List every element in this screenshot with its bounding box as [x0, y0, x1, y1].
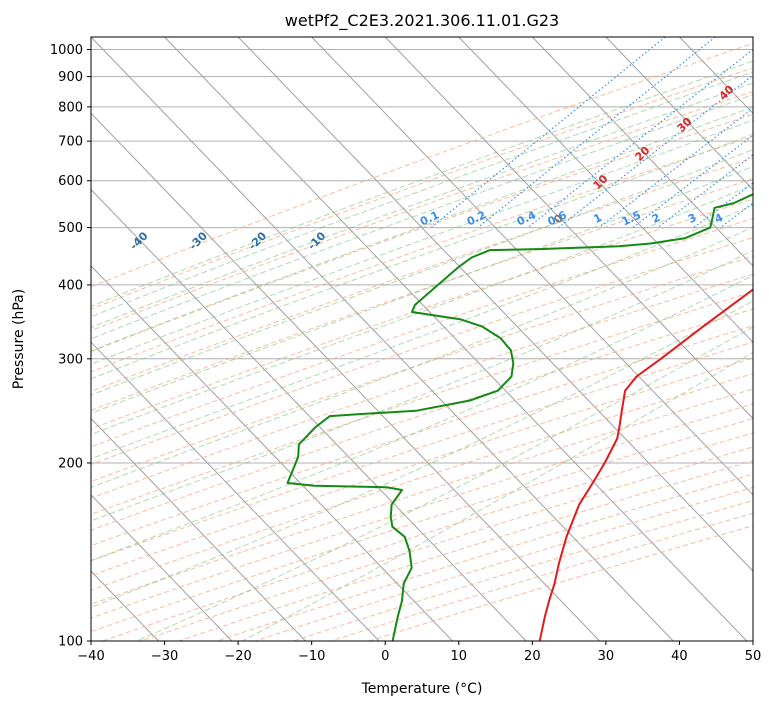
isotherm-line: [91, 265, 453, 641]
mixing-ratio-line: [657, 154, 753, 229]
dry-adiabat-line: [91, 308, 753, 531]
moist-adiabat-line: [91, 204, 753, 460]
isotherm-line: [605, 37, 753, 191]
y-tick-label: 600: [58, 174, 83, 189]
isotherm-line: [531, 37, 753, 267]
isotherm-line: [458, 37, 753, 343]
x-tick-label: −30: [151, 649, 178, 664]
dry-adiabat-line: [91, 91, 753, 332]
isotherm-line: [237, 37, 753, 572]
y-tick-label: 900: [58, 70, 83, 85]
isotherm-line: [91, 341, 380, 641]
x-tick-label: 10: [451, 649, 468, 664]
isotherm-line: [91, 188, 527, 641]
x-tick-label: 20: [524, 649, 541, 664]
y-axis-ticks: 100 200 300 400 500 600 700 800 900 1000: [50, 43, 91, 650]
plot-frame: [90, 36, 754, 642]
temperature-profile-line: [538, 288, 753, 641]
x-tick-label: 30: [598, 649, 615, 664]
y-tick-label: 100: [58, 635, 83, 650]
mixing-ratio-line: [477, 37, 716, 229]
moist-adiabat-line: [91, 250, 753, 522]
chart-title: wetPf2_C2E3.2021.306.11.01.G23: [285, 11, 559, 31]
moist-adiabat-line: [91, 149, 753, 396]
x-tick-label: 50: [745, 649, 762, 664]
isotherm-line: [164, 37, 748, 641]
dry-adiabat-line: [91, 178, 753, 411]
mixing-ratio-line: [430, 37, 666, 229]
mixing-ratio-lines: [430, 37, 753, 229]
x-tick-label: 40: [671, 649, 688, 664]
y-tick-label: 700: [58, 135, 83, 150]
moist-adiabats: [91, 60, 753, 641]
moist-adiabat-line: [91, 184, 753, 436]
isotherm-line: [91, 417, 306, 641]
y-tick-label: 800: [58, 100, 83, 115]
dry-adiabat-line: [91, 325, 753, 547]
y-tick-label: 500: [58, 221, 83, 236]
plot-area: 0.10.20.40.611.52346810131620253036-100-…: [91, 37, 753, 641]
x-axis-title: Temperature (°C): [361, 681, 483, 697]
y-tick-label: 300: [58, 352, 83, 367]
y-tick-label: 400: [58, 278, 83, 293]
dry-adiabat-line: [91, 373, 753, 591]
moist-adiabat-line: [91, 274, 753, 562]
x-tick-label: −40: [77, 649, 104, 664]
moist-adiabat-line: [136, 326, 753, 641]
dry-adiabat-line: [91, 388, 753, 605]
moist-adiabat-line: [91, 94, 753, 340]
dry-adiabat-line: [91, 67, 753, 310]
moist-adiabat-line: [91, 300, 753, 608]
dry-adiabat-line: [91, 42, 753, 288]
x-tick-label: −10: [298, 649, 325, 664]
x-tick-label: 0: [381, 649, 389, 664]
y-tick-label: 200: [58, 456, 83, 471]
moist-adiabat-line: [241, 351, 753, 641]
dewpoint-profile-line: [286, 193, 753, 641]
y-tick-label: 1000: [50, 43, 83, 58]
moist-adiabat-line: [91, 165, 753, 414]
mixing-ratio-line: [598, 107, 753, 229]
isotherm-line: [91, 494, 233, 641]
profile-series: [286, 193, 753, 641]
dry-adiabat-line: [91, 341, 753, 562]
dry-adiabat-line: [91, 135, 753, 373]
x-tick-label: −20: [224, 649, 251, 664]
isotherm-line: [91, 112, 601, 641]
moist-adiabat-line: [91, 133, 753, 380]
y-axis-title: Pressure (hPa): [11, 289, 27, 389]
x-axis-ticks: −40 −30 −20 −10 0 10 20 30 40 50: [77, 641, 761, 664]
